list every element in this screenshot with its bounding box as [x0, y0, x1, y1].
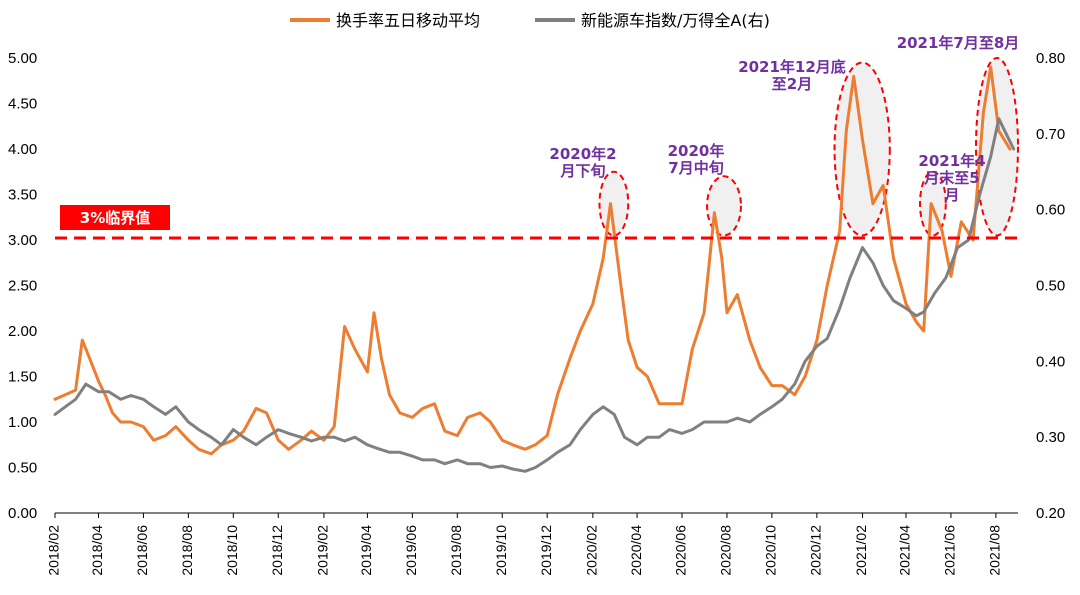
y-right-tick-label: 0.40	[1036, 353, 1065, 370]
y-right-tick-label: 0.20	[1036, 505, 1065, 522]
annotation-label: 7月中旬	[668, 159, 723, 177]
y-left-tick-label: 0.00	[8, 505, 37, 522]
series-layer	[53, 65, 1016, 473]
annotation-label: 月下旬	[559, 162, 605, 180]
y-right-tick-label: 0.60	[1036, 202, 1065, 219]
x-tick-label: 2018/06	[134, 525, 150, 576]
x-tick-label: 2019/10	[493, 525, 509, 576]
threshold-layer: 3%临界值	[55, 205, 1018, 240]
x-tick-label: 2018/10	[224, 525, 240, 576]
y-left-tick-label: 2.00	[8, 323, 37, 340]
series-line-ev-index	[53, 117, 1016, 473]
x-tick-label: 2018/08	[179, 525, 195, 576]
annotation-ellipse	[919, 170, 947, 237]
annotation-ellipse	[833, 61, 891, 237]
annotation-label: 2021年4	[918, 152, 985, 170]
x-tick-label: 2018/04	[89, 525, 105, 576]
x-tick-label: 2020/04	[628, 525, 644, 576]
annotation-label: 2021年7月至8月	[897, 34, 1020, 52]
y-left-tick-label: 3.00	[8, 232, 37, 249]
x-tick-label: 2018/02	[46, 525, 62, 576]
x-tick-label: 2020/06	[673, 525, 689, 576]
y-right-tick-label: 0.30	[1036, 429, 1065, 446]
legend: 换手率五日移动平均 新能源车指数/万得全A(右)	[290, 11, 770, 30]
x-tick-label: 2020/02	[584, 525, 600, 576]
y-left-tick-label: 5.00	[8, 50, 37, 67]
annotation-label: 月末至5	[923, 169, 979, 187]
y-left-tick-label: 4.00	[8, 141, 37, 158]
y-left-tick-label: 4.50	[8, 96, 37, 113]
annotation-label: 2020年2	[549, 145, 616, 163]
legend-label-turnover: 换手率五日移动平均	[336, 11, 480, 30]
x-tick-label: 2021/04	[897, 525, 913, 576]
legend-label-ev-index: 新能源车指数/万得全A(右)	[581, 11, 770, 30]
y-right-tick-label: 0.80	[1036, 50, 1065, 67]
y-right-tick-label: 0.50	[1036, 278, 1065, 295]
x-tick-label: 2019/06	[403, 525, 419, 576]
series-line-turnover	[53, 65, 1012, 456]
x-tick-label: 2019/02	[315, 525, 331, 576]
y-right-tick-label: 0.70	[1036, 126, 1065, 143]
annotation-label: 2020年	[668, 142, 725, 160]
x-tick-label: 2020/10	[763, 525, 779, 576]
annotation-ellipse	[598, 170, 630, 237]
annotation-label: 2021年12月底	[738, 58, 846, 76]
x-tick-label: 2019/04	[358, 525, 374, 576]
x-tick-label: 2019/12	[538, 525, 554, 576]
y-left-tick-label: 1.50	[8, 369, 37, 386]
axes: 2018/02 2018/04 2018/06 2018/08 2018/10 2018/…	[8, 50, 1065, 576]
x-tick-label: 2021/06	[942, 525, 958, 576]
x-tick-label: 2019/08	[448, 525, 464, 576]
x-tick-label: 2020/12	[808, 525, 824, 576]
annotation-label: 月	[943, 186, 959, 204]
y-left-tick-label: 0.50	[8, 460, 37, 477]
x-tick-label: 2020/08	[718, 525, 734, 576]
y-left-tick-label: 2.50	[8, 278, 37, 295]
y-left-tick-label: 3.50	[8, 187, 37, 204]
threshold-label-box	[60, 205, 170, 230]
x-tick-label: 2021/08	[987, 525, 1003, 576]
threshold-label: 3%临界值	[80, 209, 150, 227]
y-left-tick-label: 1.00	[8, 414, 37, 431]
annotation-label: 至2月	[772, 75, 812, 93]
x-tick-label: 2021/02	[853, 525, 869, 576]
x-tick-label: 2018/12	[269, 525, 285, 576]
